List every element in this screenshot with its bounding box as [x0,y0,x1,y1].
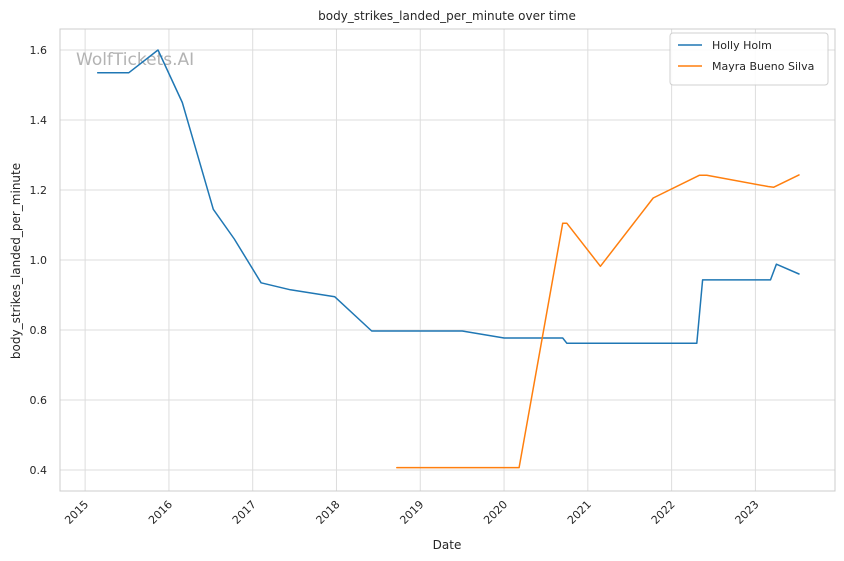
legend-label: Mayra Bueno Silva [712,60,814,73]
series-line-2 [396,174,800,469]
y-tick-label: 0.8 [30,324,48,337]
legend-label: Holly Holm [712,39,772,52]
y-tick-label: 0.4 [30,464,48,477]
legend-box [669,32,829,86]
y-axis-label: body_strikes_landed_per_minute [9,163,23,359]
y-tick-label: 1.6 [30,44,48,57]
y-axis-ticks: 0.4 0.6 0.8 1.0 1.2 1.4 1.6 [30,44,48,477]
chart-title: body_strikes_landed_per_minute over time [318,9,576,23]
plot-frame [59,28,836,492]
series-line-1 [96,49,800,345]
y-tick-label: 1.0 [30,254,48,267]
series-layer [96,49,800,469]
legend: Holly Holm Mayra Bueno Silva [669,32,829,86]
y-tick-label: 0.6 [30,394,48,407]
y-tick-label: 1.4 [30,114,48,127]
x-axis-label: Date [433,538,462,552]
y-tick-label: 1.2 [30,184,48,197]
